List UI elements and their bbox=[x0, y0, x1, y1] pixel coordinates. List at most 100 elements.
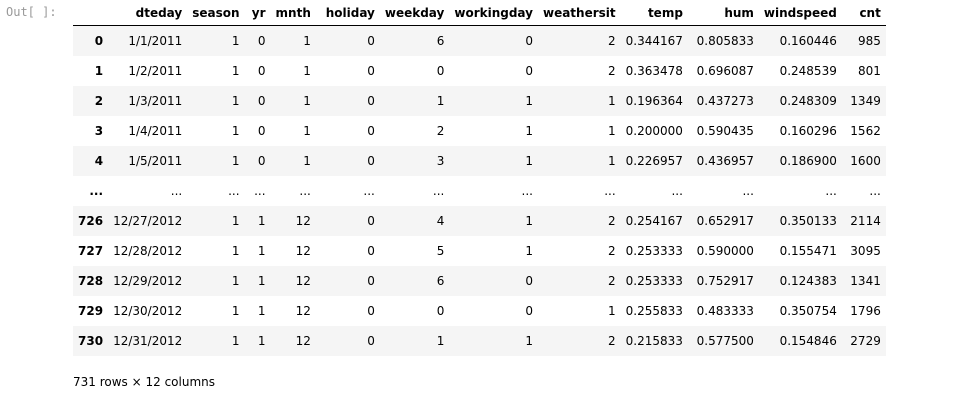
table-cell: 0.805833 bbox=[696, 33, 754, 48]
table-cell: 0 bbox=[525, 303, 533, 318]
table-cell: 0 bbox=[525, 33, 533, 48]
row-index: 727 bbox=[78, 243, 104, 258]
table-cell: 1349 bbox=[850, 93, 881, 108]
table-cell: 0 bbox=[367, 213, 375, 228]
table-cell: 1 bbox=[525, 333, 533, 348]
table-cell: 12 bbox=[295, 303, 311, 318]
table-cell: 1 bbox=[231, 93, 240, 108]
table-row: 2 1/3/2011 1 0 1 0 1 1 1 0.196364 0.437273 0.248309… bbox=[73, 85, 886, 116]
table-cell: 1 bbox=[436, 93, 445, 108]
table-cell: 2 bbox=[608, 33, 616, 48]
table-cell: 12 bbox=[295, 333, 311, 348]
table-cell: 0 bbox=[436, 303, 445, 318]
table-cell: 0.253333 bbox=[625, 273, 683, 288]
table-cell: 0.696087 bbox=[696, 63, 754, 78]
table-cell: ... bbox=[432, 183, 445, 198]
table-cell: 0.590000 bbox=[696, 243, 754, 258]
table-cell: 2 bbox=[608, 63, 616, 78]
table-cell: 2 bbox=[608, 273, 616, 288]
table-cell: 1 bbox=[231, 63, 240, 78]
table-cell: ... bbox=[825, 183, 837, 198]
table-cell: 12/28/2012 bbox=[113, 243, 183, 258]
table-cell: 0 bbox=[257, 123, 266, 138]
table-cell: 0.124383 bbox=[779, 273, 837, 288]
table-cell: 1 bbox=[608, 123, 616, 138]
row-index: 3 bbox=[94, 123, 104, 138]
table-cell: 0.186900 bbox=[779, 153, 837, 168]
output-prompt: Out[ ]: bbox=[6, 5, 57, 19]
table-cell: 0 bbox=[257, 33, 266, 48]
table-cell: 1/1/2011 bbox=[128, 33, 183, 48]
table-cell: ... bbox=[604, 183, 616, 198]
table-cell: 0 bbox=[367, 243, 375, 258]
table-cell: 0.160446 bbox=[779, 33, 837, 48]
table-cell: 1341 bbox=[850, 273, 881, 288]
table-cell: 1/3/2011 bbox=[128, 93, 183, 108]
table-cell: 0 bbox=[436, 63, 445, 78]
table-cell: 1 bbox=[303, 153, 311, 168]
table-cell: 0 bbox=[367, 63, 375, 78]
table-cell: 3 bbox=[436, 153, 445, 168]
table-cell: 1796 bbox=[850, 303, 881, 318]
table-cell: 1 bbox=[257, 213, 266, 228]
table-row: 0 1/1/2011 1 0 1 0 6 0 2 0.344167 0.805833 0.160446… bbox=[73, 25, 886, 56]
table-cell: 1 bbox=[525, 93, 533, 108]
row-index: 730 bbox=[78, 333, 104, 348]
table-row: 728 12/29/2012 1 1 12 0 6 0 2 0.253333 0.752917 0.1… bbox=[73, 265, 886, 296]
table-cell: 0.652917 bbox=[696, 213, 754, 228]
table-cell: 0 bbox=[257, 93, 266, 108]
row-index: 728 bbox=[78, 273, 104, 288]
table-cell: 1 bbox=[231, 243, 240, 258]
table-cell: 0 bbox=[367, 333, 375, 348]
table-row: 3 1/4/2011 1 0 1 0 2 1 1 0.200000 0.590435 0.160296… bbox=[73, 116, 886, 146]
table-cell: 1 bbox=[303, 123, 311, 138]
column-header: mnth bbox=[270, 0, 316, 26]
header-row: dteday season yr mnth holiday weekday workingd… bbox=[73, 0, 886, 26]
table-cell: 1 bbox=[303, 33, 311, 48]
table-cell: 1 bbox=[257, 273, 266, 288]
table-cell: 0.248539 bbox=[779, 63, 837, 78]
table-row: 727 12/28/2012 1 1 12 0 5 1 2 0.253333 0.590000 0.1… bbox=[73, 236, 886, 266]
column-header: temp bbox=[620, 0, 688, 26]
table-row: 1 1/2/2011 1 0 1 0 0 0 2 0.363478 0.696087 0.248539… bbox=[73, 56, 886, 86]
table-cell: 0.215833 bbox=[625, 333, 683, 348]
table-cell: 12 bbox=[295, 213, 311, 228]
table-cell: 6 bbox=[436, 273, 445, 288]
table-cell: 1 bbox=[525, 153, 533, 168]
table-cell: ... bbox=[228, 183, 240, 198]
table-cell: 1 bbox=[608, 303, 616, 318]
table-cell: 1 bbox=[608, 153, 616, 168]
dataframe-output: dteday season yr mnth holiday weekday workingd… bbox=[73, 0, 886, 356]
table-cell: 1 bbox=[231, 213, 240, 228]
table-cell: 1562 bbox=[850, 123, 881, 138]
column-header: hum bbox=[687, 0, 759, 26]
table-cell: 0 bbox=[525, 63, 533, 78]
table-cell: 0.436957 bbox=[696, 153, 754, 168]
column-header: dteday bbox=[108, 0, 188, 26]
table-cell: 0.255833 bbox=[625, 303, 683, 318]
table-cell: 0.226957 bbox=[625, 153, 683, 168]
table-cell: 12 bbox=[295, 243, 311, 258]
row-index: 1 bbox=[94, 63, 104, 78]
table-cell: ... bbox=[363, 183, 375, 198]
column-header: workingday bbox=[449, 0, 538, 26]
table-cell: 0.254167 bbox=[625, 213, 683, 228]
table-row: 729 12/30/2012 1 1 12 0 0 0 1 0.255833 0.483333 0.3… bbox=[73, 296, 886, 326]
table-row: 4 1/5/2011 1 0 1 0 3 1 1 0.226957 0.436957 0.186900… bbox=[73, 145, 886, 176]
table-row: ....................................... bbox=[73, 176, 886, 206]
table-cell: ... bbox=[742, 183, 754, 198]
table-cell: 5 bbox=[436, 243, 445, 258]
table-cell: 4 bbox=[436, 213, 445, 228]
column-header: season bbox=[187, 0, 245, 26]
table-cell: ... bbox=[671, 183, 683, 198]
row-index: 729 bbox=[78, 303, 104, 318]
table-cell: 2 bbox=[608, 243, 616, 258]
table-cell: 0.437273 bbox=[696, 93, 754, 108]
table-cell: 0.363478 bbox=[625, 63, 683, 78]
column-header: cnt bbox=[841, 0, 886, 26]
row-index: 2 bbox=[94, 93, 104, 108]
table-cell: 12 bbox=[295, 273, 311, 288]
table-cell: 0.350754 bbox=[779, 303, 837, 318]
table-cell: 0.248309 bbox=[779, 93, 837, 108]
table-cell: 1 bbox=[231, 33, 240, 48]
